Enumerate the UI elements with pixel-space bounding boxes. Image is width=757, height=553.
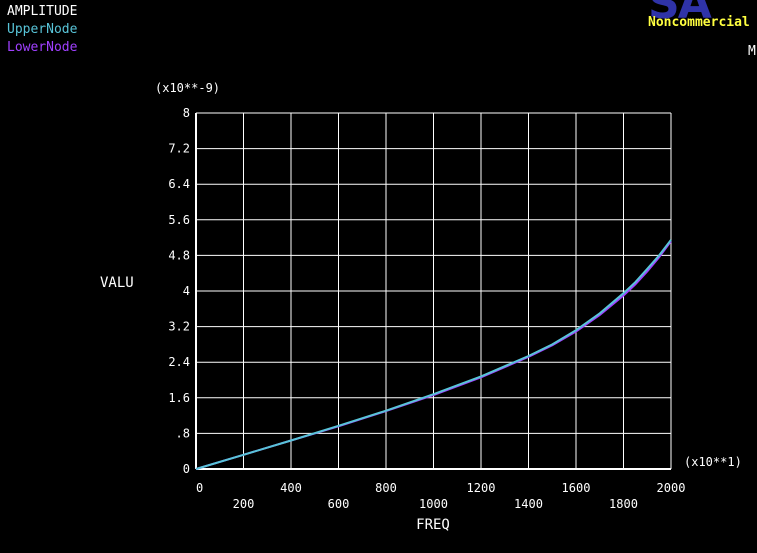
x-tick-label: 400	[280, 481, 302, 495]
legend-title: AMPLITUDE	[7, 4, 78, 19]
x-tick-label: 1600	[562, 481, 591, 495]
x-tick-label: 1200	[467, 481, 496, 495]
x-tick-label: 600	[328, 497, 350, 511]
y-tick-label: 6.4	[168, 177, 190, 191]
y-tick-label: .8	[176, 426, 190, 440]
x-axis-label: FREQ	[416, 517, 450, 533]
x-tick-label: 2000	[657, 481, 686, 495]
x-tick-label: 0	[196, 481, 203, 495]
grid-layer: 0 200 400 600 800 1000 1200 1400 1600 1800 2000 0 .8…	[168, 106, 685, 511]
x-tick-label: 1800	[609, 497, 638, 511]
series-line-uppernode	[195, 239, 672, 470]
y-tick-label: 0	[183, 462, 190, 476]
label-layer: (x10**-9) (x10**1) VALU FREQ	[100, 81, 742, 533]
corner-label: M	[748, 44, 756, 59]
x-tick-label: 1000	[419, 497, 448, 511]
noncommercial-label: Noncommercial	[648, 15, 750, 30]
x-tick-label: 200	[233, 497, 255, 511]
y-axis-label: VALU	[100, 275, 134, 291]
ansys-logo: SA	[648, 0, 712, 29]
x-multiplier-label: (x10**1)	[684, 455, 742, 469]
y-tick-label: 8	[183, 106, 190, 120]
y-tick-label: 5.6	[168, 213, 190, 227]
y-tick-label: 4	[183, 284, 190, 298]
y-tick-label: 3.2	[168, 320, 190, 334]
y-multiplier-label: (x10**-9)	[155, 81, 220, 95]
y-tick-label: 7.2	[168, 142, 190, 156]
x-tick-label: 800	[375, 481, 397, 495]
legend-lower-node: LowerNode	[7, 40, 78, 55]
x-tick-label: 1400	[514, 497, 543, 511]
y-tick-label: 2.4	[168, 355, 190, 369]
y-tick-label: 1.6	[168, 391, 190, 405]
series-layer	[195, 239, 672, 470]
legend-upper-node: UpperNode	[7, 22, 78, 37]
y-tick-label: 4.8	[168, 248, 190, 262]
